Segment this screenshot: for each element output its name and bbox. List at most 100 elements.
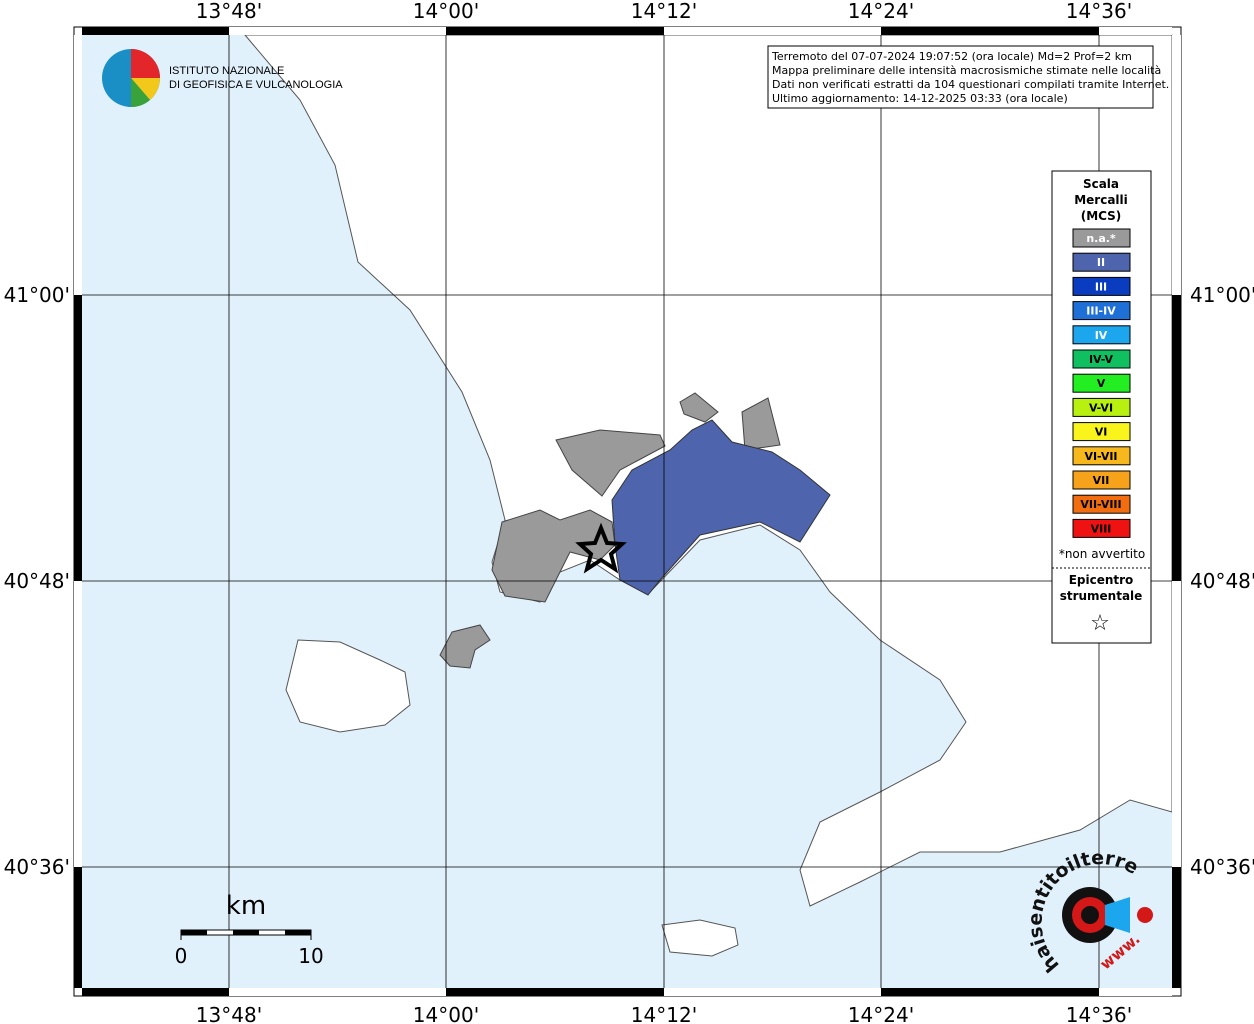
area-ii xyxy=(611,419,831,596)
legend-swatch xyxy=(1072,349,1131,369)
longitude-label: 14°36' xyxy=(1066,0,1132,23)
longitude-label: 13°48' xyxy=(196,1003,262,1024)
legend-title: Scala xyxy=(1083,177,1119,191)
logo-text: DI GEOFISICA E VULCANOLOGIA xyxy=(169,79,343,91)
info-line: Terremoto del 07-07-2024 19:07:52 (ora l… xyxy=(771,50,1132,63)
legend-star: ☆ xyxy=(1090,611,1110,636)
legend-swatch xyxy=(1072,325,1131,345)
legend-label: IV xyxy=(1095,329,1108,342)
info-line: Ultimo aggiornamento: 14-12-2025 03:33 (… xyxy=(772,92,1068,105)
legend-epicenter: Epicentro xyxy=(1069,573,1134,587)
latitude-label: 41°00' xyxy=(1190,283,1254,307)
longitude-label: 14°24' xyxy=(848,0,914,23)
epicenter-star xyxy=(575,522,627,574)
legend-label: II xyxy=(1097,256,1105,269)
area-na xyxy=(555,429,666,497)
legend-label: IV-V xyxy=(1089,353,1114,366)
scale-unit: km xyxy=(226,891,266,921)
legend-swatch xyxy=(1072,252,1131,272)
badge-dot xyxy=(1137,907,1153,923)
longitude-label: 14°24' xyxy=(848,1003,914,1024)
scale-label: 0 xyxy=(175,944,188,968)
longitude-label: 14°00' xyxy=(413,1003,479,1024)
info-line: Dati non verificati estratti da 104 ques… xyxy=(772,78,1169,91)
legend-swatch xyxy=(1072,518,1131,538)
logo-segment xyxy=(131,49,160,78)
logo-segment xyxy=(131,78,150,108)
border-bar xyxy=(1172,867,1181,988)
area-na xyxy=(679,392,719,423)
legend-label: n.a.* xyxy=(1086,232,1116,245)
longitude-label: 13°48' xyxy=(196,0,262,23)
border-bar xyxy=(1099,988,1172,996)
longitude-label: 14°36' xyxy=(1066,1003,1132,1024)
info-line: Mappa preliminare delle intensità macros… xyxy=(772,64,1161,77)
badge-megaphone xyxy=(1105,897,1130,933)
legend-epicenter: strumentale xyxy=(1060,589,1143,603)
ingv-logo: ISTITUTO NAZIONALE DI GEOFISICA E VULCAN… xyxy=(102,49,343,108)
info-box xyxy=(767,45,1154,109)
legend-swatch xyxy=(1072,397,1131,417)
area-na xyxy=(741,397,781,451)
border-bar xyxy=(1172,35,1181,295)
border-bar xyxy=(229,27,446,35)
legend-label: VIII xyxy=(1091,522,1112,535)
border-bar xyxy=(664,988,881,996)
border-bar xyxy=(74,295,82,581)
legend-swatch xyxy=(1072,276,1131,296)
badge-circle xyxy=(1081,906,1099,924)
legend: ScalaMercalli(MCS)n.a.*IIIIIIII-IVIVIV-V… xyxy=(1059,177,1145,636)
scale-label: 10 xyxy=(298,944,323,968)
logo-text: ISTITUTO NAZIONALE xyxy=(169,65,284,77)
scale-segment xyxy=(233,930,259,935)
info-lines: Terremoto del 07-07-2024 19:07:52 (ora l… xyxy=(771,50,1169,105)
ischia xyxy=(285,639,411,733)
scale-bar: km 0 10 xyxy=(175,891,324,968)
border-bar xyxy=(74,35,82,295)
border-bar xyxy=(82,27,229,35)
longitude-label: 14°00' xyxy=(413,0,479,23)
border-bar xyxy=(82,988,229,996)
border-bar xyxy=(1172,581,1181,867)
legend-label: VII xyxy=(1093,474,1110,487)
legend-swatch xyxy=(1072,470,1131,490)
legend-swatch xyxy=(1072,301,1131,321)
border-bar xyxy=(664,27,881,35)
scale-segment xyxy=(285,930,311,935)
legend-note: *non avvertito xyxy=(1059,547,1145,561)
legend-title: (MCS) xyxy=(1081,209,1122,223)
latitude-label: 40°48' xyxy=(1190,569,1254,593)
legend-swatch xyxy=(1072,494,1131,514)
longitude-label: 14°12' xyxy=(631,1003,697,1024)
graticule: 13°48' 13°48' 14°00' 14°00' 14°12' 14°12' 14°2… xyxy=(4,0,1254,1024)
border-bar xyxy=(1172,295,1181,581)
legend-swatch xyxy=(1072,228,1131,248)
legend-swatch xyxy=(1072,422,1131,442)
logo-segment xyxy=(131,78,161,100)
border-bar xyxy=(74,581,82,867)
border-bar xyxy=(446,988,664,996)
border-bar xyxy=(229,988,446,996)
border-bar xyxy=(74,867,82,988)
legend-label: VI-VII xyxy=(1084,450,1117,463)
legend-swatch xyxy=(1072,446,1131,466)
legend-label: III-IV xyxy=(1086,305,1116,318)
legend-title: Mercalli xyxy=(1074,193,1128,207)
scale-segment xyxy=(181,930,207,935)
border-bar xyxy=(881,988,1099,996)
area-na xyxy=(491,509,616,603)
latitude-label: 40°36' xyxy=(1190,855,1254,879)
border-bar xyxy=(446,27,664,35)
latitude-label: 40°48' xyxy=(4,569,70,593)
capri xyxy=(661,919,739,957)
latitude-label: 40°36' xyxy=(4,855,70,879)
legend-label: V xyxy=(1097,377,1106,390)
legend-label: VI xyxy=(1095,426,1108,439)
legend-swatch xyxy=(1072,373,1131,393)
border-bar xyxy=(1099,27,1172,35)
border-bar xyxy=(881,27,1099,35)
latitude-label: 41°00' xyxy=(4,283,70,307)
legend-label: VII-VIII xyxy=(1080,498,1121,511)
longitude-label: 14°12' xyxy=(631,0,697,23)
